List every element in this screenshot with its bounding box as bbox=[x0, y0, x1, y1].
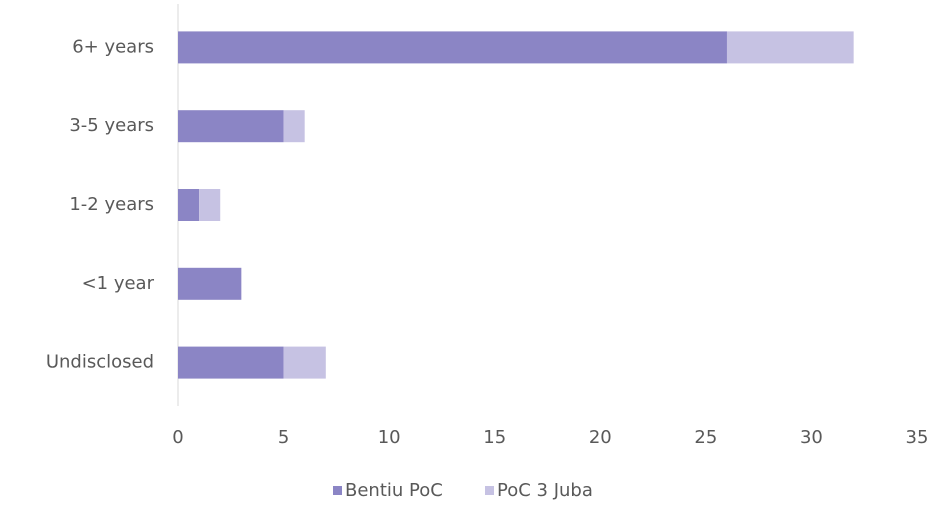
bar-segment bbox=[178, 31, 727, 64]
legend-swatch bbox=[485, 486, 494, 495]
y-tick-label: 3-5 years bbox=[69, 115, 154, 136]
bar-segment bbox=[283, 346, 326, 379]
y-tick-label: 1-2 years bbox=[69, 194, 154, 215]
y-tick-label: <1 year bbox=[82, 273, 155, 294]
bar-segment bbox=[178, 346, 284, 379]
legend-label: Bentiu PoC bbox=[345, 480, 443, 501]
y-tick-label: 6+ years bbox=[72, 36, 154, 57]
bar-segment bbox=[178, 267, 242, 300]
bar-segment bbox=[199, 189, 221, 221]
bar-segment bbox=[178, 110, 284, 143]
x-tick-label: 10 bbox=[378, 427, 401, 448]
legend-label: PoC 3 Juba bbox=[497, 480, 593, 501]
x-tick-label: 35 bbox=[906, 427, 929, 448]
x-tick-label: 25 bbox=[694, 427, 717, 448]
y-tick-label: Undisclosed bbox=[46, 352, 154, 373]
bar-segment bbox=[726, 31, 854, 64]
legend-swatch bbox=[333, 486, 342, 495]
bar-segment bbox=[283, 110, 305, 143]
x-tick-label: 20 bbox=[589, 427, 612, 448]
x-tick-label: 15 bbox=[483, 427, 506, 448]
x-tick-label: 5 bbox=[278, 427, 289, 448]
bar-segment bbox=[178, 189, 200, 221]
x-tick-label: 0 bbox=[172, 427, 183, 448]
x-tick-label: 30 bbox=[800, 427, 823, 448]
